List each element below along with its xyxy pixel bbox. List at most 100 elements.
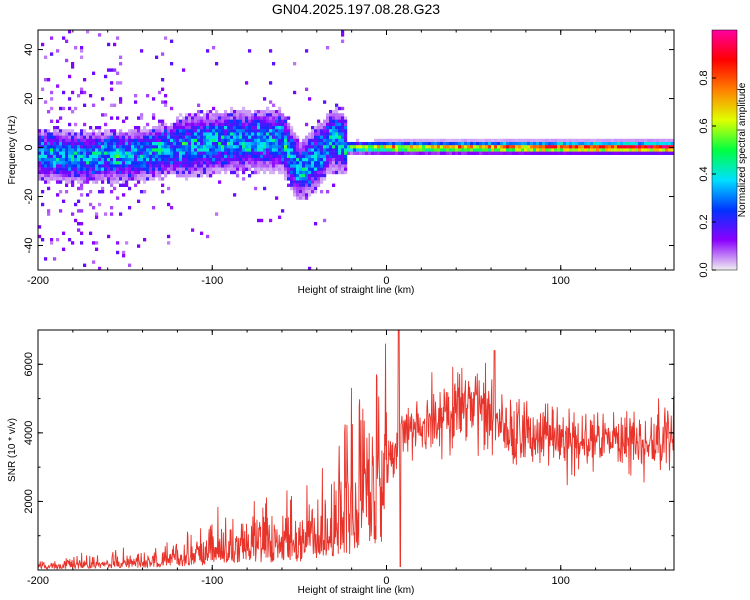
heatmap-cell — [317, 158, 321, 162]
heatmap-cell — [203, 113, 207, 117]
heatmap-cell — [560, 138, 564, 143]
heatmap-cell — [155, 145, 159, 149]
heatmap-cell — [404, 138, 408, 143]
heatmap-cell — [494, 142, 498, 146]
heatmap-cell — [200, 161, 204, 165]
heatmap-cell — [335, 154, 339, 159]
heatmap-cell — [62, 106, 66, 111]
heatmap-cell — [617, 142, 621, 146]
heatmap-cell — [143, 174, 147, 178]
heatmap-cell — [71, 145, 75, 149]
heatmap-cell — [116, 135, 120, 139]
heatmap-cell — [176, 158, 180, 162]
heatmap-cell — [281, 132, 285, 136]
heatmap-cell — [152, 174, 156, 178]
heatmap-cell — [335, 119, 339, 123]
heatmap-cell — [431, 138, 435, 143]
heatmap-cell — [665, 145, 669, 149]
heatmap-cell — [86, 148, 90, 152]
heatmap-cell — [329, 154, 333, 159]
heatmap-cell — [521, 138, 525, 143]
heatmap-cell — [221, 167, 225, 171]
heatmap-cell — [563, 151, 567, 155]
heatmap-cell — [65, 180, 69, 184]
heatmap-cell — [296, 151, 300, 155]
heatmap-cell — [485, 138, 489, 143]
heatmap-cell — [197, 158, 201, 162]
snr-y-label: SNR (10 * v/v) — [7, 418, 18, 482]
heatmap-cell — [254, 167, 258, 171]
heatmap-cell — [254, 119, 258, 123]
heatmap-cell — [368, 142, 372, 146]
heatmap-cell — [236, 154, 240, 159]
heatmap-cell — [125, 148, 129, 152]
heatmap-cell — [620, 151, 624, 155]
heatmap-cell — [152, 148, 156, 152]
heatmap-cell — [650, 138, 654, 143]
heatmap-cell — [59, 170, 63, 175]
heatmap-cell — [194, 119, 198, 123]
heatmap-cell — [80, 90, 84, 95]
heatmap-cell — [41, 154, 45, 159]
heatmap-cell — [245, 161, 249, 165]
heatmap-cell — [194, 174, 198, 178]
heatmap-cell — [185, 148, 189, 152]
heatmap-cell — [152, 154, 156, 159]
heatmap-cell — [452, 148, 456, 152]
heatmap-cell — [668, 138, 672, 143]
heatmap-cell — [338, 164, 342, 168]
heatmap-cell — [635, 145, 639, 149]
heatmap-cell — [581, 151, 585, 155]
heatmap-cell — [71, 183, 75, 187]
heatmap-cell — [233, 193, 237, 197]
heatmap-cell — [476, 151, 480, 155]
heatmap-cell — [149, 138, 153, 143]
heatmap-cell — [563, 138, 567, 143]
heatmap-cell — [143, 145, 147, 149]
heatmap-cell — [329, 161, 333, 165]
heatmap-cell — [521, 151, 525, 155]
heatmap-cell — [233, 145, 237, 149]
heatmap-cell — [161, 100, 165, 104]
heatmap-cell — [161, 164, 165, 168]
heatmap-cell — [74, 122, 78, 127]
heatmap-cell — [224, 138, 228, 143]
heatmap-cell — [113, 145, 117, 149]
heatmap-cell — [260, 132, 264, 136]
heatmap-cell — [329, 148, 333, 152]
heatmap-cell — [203, 135, 207, 139]
heatmap-cell — [80, 142, 84, 146]
heatmap-cell — [341, 33, 345, 37]
heatmap-cell — [341, 148, 345, 152]
heatmap-cell — [215, 126, 219, 130]
heatmap-cell — [293, 90, 297, 95]
heatmap-cell — [56, 177, 60, 181]
heatmap-cell — [101, 174, 105, 178]
heatmap-cell — [467, 138, 471, 143]
heatmap-cell — [407, 151, 411, 155]
heatmap-cell — [299, 158, 303, 162]
heatmap-cell — [125, 158, 129, 162]
heatmap-cell — [230, 161, 234, 165]
heatmap-cell — [152, 132, 156, 136]
heatmap-cell — [215, 113, 219, 117]
heatmap-cell — [218, 164, 222, 168]
heatmap-cell — [317, 183, 321, 187]
heatmap-cell — [299, 161, 303, 165]
heatmap-cell — [329, 110, 333, 114]
heatmap-cell — [323, 218, 327, 223]
heatmap-cell — [320, 145, 324, 149]
heatmap-cell — [413, 138, 417, 143]
heatmap-cell — [101, 135, 105, 139]
heatmap-cell — [101, 97, 105, 101]
heatmap-cell — [638, 145, 642, 149]
heatmap-cell — [107, 167, 111, 171]
heatmap-cell — [53, 170, 57, 175]
heatmap-cell — [560, 148, 564, 152]
heatmap-cell — [197, 122, 201, 127]
heatmap-cell — [578, 148, 582, 152]
heatmap-cell — [47, 110, 51, 114]
heatmap-cell — [152, 138, 156, 143]
heatmap-cell — [245, 151, 249, 155]
heatmap-cell — [77, 164, 81, 168]
